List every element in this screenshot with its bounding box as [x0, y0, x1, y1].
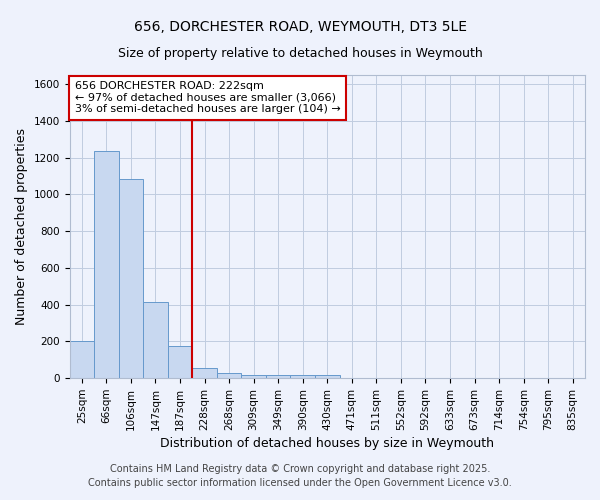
Text: 656, DORCHESTER ROAD, WEYMOUTH, DT3 5LE: 656, DORCHESTER ROAD, WEYMOUTH, DT3 5LE — [133, 20, 467, 34]
Text: Contains HM Land Registry data © Crown copyright and database right 2025.
Contai: Contains HM Land Registry data © Crown c… — [88, 464, 512, 487]
Text: 656 DORCHESTER ROAD: 222sqm
← 97% of detached houses are smaller (3,066)
3% of s: 656 DORCHESTER ROAD: 222sqm ← 97% of det… — [74, 81, 340, 114]
Bar — [119, 179, 143, 378]
Bar — [241, 374, 266, 378]
Bar — [94, 152, 119, 378]
Bar — [315, 376, 340, 378]
Bar — [70, 340, 94, 378]
Bar — [168, 346, 192, 378]
Bar — [192, 368, 217, 378]
Bar — [290, 376, 315, 378]
Bar — [217, 372, 241, 378]
X-axis label: Distribution of detached houses by size in Weymouth: Distribution of detached houses by size … — [160, 437, 494, 450]
Bar — [266, 376, 290, 378]
Text: Size of property relative to detached houses in Weymouth: Size of property relative to detached ho… — [118, 48, 482, 60]
Bar — [143, 302, 168, 378]
Y-axis label: Number of detached properties: Number of detached properties — [15, 128, 28, 325]
